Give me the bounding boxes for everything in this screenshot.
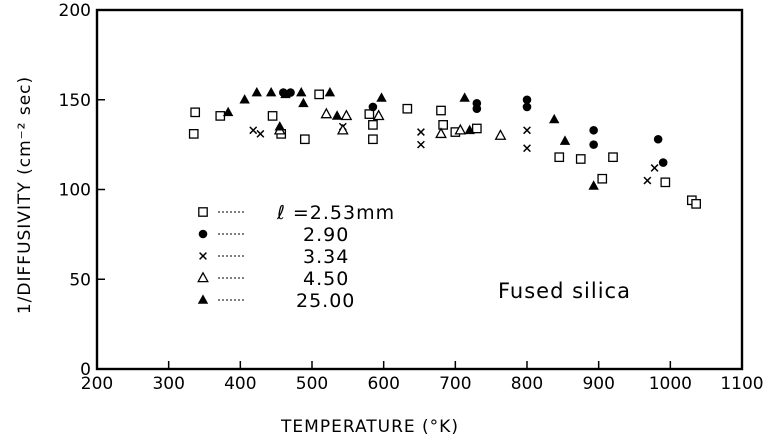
data-point-3 [256, 129, 265, 138]
data-point-1 [364, 109, 375, 119]
y-tick-label: 200 [59, 1, 91, 21]
legend-label-3: 3.34 [303, 246, 349, 268]
data-point-2 [658, 158, 668, 167]
data-point-1 [597, 173, 608, 184]
x-tick-label: 300 [152, 374, 184, 394]
legend-label-5: 25.00 [296, 290, 355, 312]
data-point-5 [251, 86, 263, 97]
x-tick-label: 1000 [649, 374, 692, 394]
y-axis-label: 1/DIFFUSIVITY (cm⁻² sec) [15, 76, 35, 314]
data-point-5 [222, 106, 234, 117]
y-tick-label: 100 [59, 181, 91, 201]
data-point-1 [691, 199, 701, 209]
data-point-3 [417, 128, 425, 136]
data-point-3 [249, 126, 258, 135]
data-point-1 [188, 129, 199, 139]
data-point-5 [296, 86, 307, 97]
data-point-2 [589, 125, 598, 135]
x-tick-label: 600 [367, 374, 399, 394]
data-point-5 [459, 92, 470, 102]
data-point-3 [523, 144, 531, 153]
data-point-2 [368, 102, 378, 112]
data-point-1 [368, 120, 378, 130]
data-point-5 [239, 94, 250, 104]
data-point-5 [464, 124, 475, 135]
data-point-1 [471, 123, 482, 134]
data-point-1 [436, 105, 446, 116]
data-point-1 [267, 111, 278, 121]
data-point-4 [494, 129, 507, 140]
data-point-4 [320, 107, 333, 119]
data-point-4 [340, 109, 353, 121]
data-point-2 [522, 102, 532, 112]
data-point-3 [650, 164, 659, 172]
data-point-1 [299, 134, 310, 145]
x-tick-label: 800 [511, 374, 543, 394]
x-tick-label: 400 [224, 374, 256, 394]
data-point-4 [435, 127, 447, 139]
data-point-2 [522, 95, 532, 105]
legend-marker-2 [198, 229, 208, 239]
axis-tick-labels: 200 300 400 500 600 700 800 900 1000 1100 0 50 100 15… [59, 1, 764, 394]
data-point-1 [554, 152, 565, 163]
data-point-5 [265, 86, 277, 97]
x-tick-label: 700 [439, 374, 471, 394]
data-point-5 [331, 110, 343, 120]
x-tick-label: 1100 [720, 374, 763, 394]
data-point-1 [190, 107, 201, 118]
x-tick-label: 500 [296, 374, 328, 394]
data-point-3 [643, 176, 652, 185]
data-point-1 [660, 177, 671, 188]
data-point-5 [376, 92, 387, 102]
x-tick-label: 900 [582, 374, 614, 394]
data-points [188, 86, 701, 209]
y-tick-label: 0 [80, 360, 91, 380]
data-point-1 [438, 120, 449, 130]
legend-marker-1 [198, 207, 208, 217]
data-point-1 [368, 134, 378, 145]
data-point-1 [608, 152, 618, 163]
x-axis-label: TEMPERATURE (°K) [280, 417, 459, 437]
legend-marker-4 [197, 271, 209, 283]
data-point-4 [454, 123, 467, 135]
axis-ticks [96, 9, 743, 370]
chart-annotation: Fused silica [498, 279, 631, 303]
data-point-2 [653, 134, 663, 144]
x-tick-label: 200 [81, 374, 113, 394]
data-point-5 [280, 88, 291, 99]
data-point-3 [417, 140, 425, 149]
plot-frame [95, 8, 744, 371]
data-point-1 [575, 154, 586, 164]
y-tick-label: 150 [59, 91, 91, 111]
data-point-5 [588, 180, 599, 190]
data-point-1 [314, 89, 325, 100]
y-tick-label: 50 [69, 270, 91, 290]
legend-marker-5 [197, 294, 209, 304]
data-point-1 [402, 103, 413, 114]
legend-label-4: 4.50 [303, 268, 349, 290]
data-point-5 [324, 86, 336, 97]
legend-label-2: 2.90 [303, 224, 349, 246]
data-point-2 [472, 99, 482, 108]
data-point-2 [589, 140, 598, 149]
data-point-5 [274, 121, 285, 131]
data-point-4 [372, 109, 385, 121]
data-point-5 [559, 135, 571, 145]
data-point-5 [549, 113, 560, 124]
data-point-5 [298, 97, 309, 108]
legend-label-1: ℓ =2.53mm [276, 202, 395, 224]
legend-marker-3 [199, 252, 207, 260]
data-point-3 [523, 126, 531, 135]
data-point-4 [336, 123, 349, 135]
